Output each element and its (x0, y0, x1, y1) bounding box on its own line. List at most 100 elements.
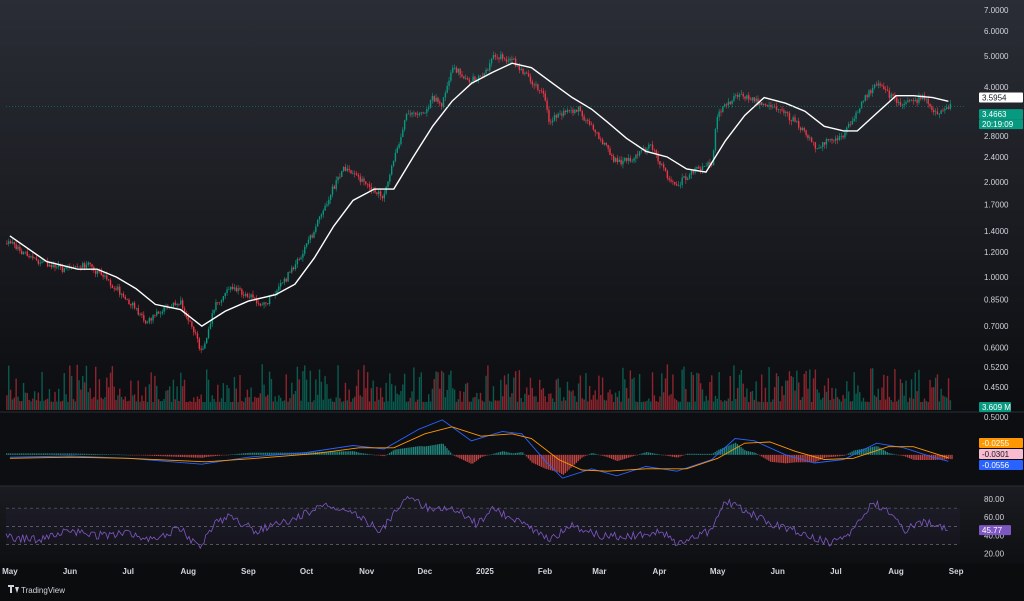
candle-body (648, 144, 650, 149)
volume-bar (731, 400, 733, 410)
macd-histogram-bar (879, 447, 881, 455)
candle-body (685, 176, 687, 180)
volume-bar (794, 390, 796, 410)
volume-bar (546, 401, 548, 410)
candle-body (816, 148, 818, 149)
volume-bar (555, 379, 558, 410)
volume-bar (89, 388, 91, 410)
candle-body (714, 128, 717, 151)
volume-bar (268, 371, 271, 410)
macd-histogram-bar (842, 454, 844, 456)
volume-bar (320, 381, 323, 410)
candle-body (407, 113, 410, 115)
volume-bar (411, 391, 413, 410)
macd-histogram-bar (877, 446, 879, 455)
macd-histogram-bar (947, 454, 949, 460)
volume-bar (576, 401, 578, 410)
volume-bar (942, 395, 944, 410)
macd-histogram-bar (659, 454, 661, 455)
volume-bar (727, 398, 730, 410)
rsi-axis-tick: 80.00 (984, 495, 1005, 504)
macd-histogram-bar (888, 453, 890, 455)
volume-bar (946, 397, 948, 410)
candle-body (267, 303, 269, 305)
macd-histogram-bar (350, 451, 352, 455)
candle-body (468, 79, 471, 83)
candle-body (927, 98, 929, 104)
candle-body (56, 266, 58, 268)
candle-body (864, 95, 866, 101)
candle-body (738, 94, 741, 97)
candle-body (770, 105, 772, 107)
candle-body (226, 289, 228, 294)
macd-histogram-bar (18, 453, 21, 455)
candle-body (233, 287, 236, 289)
candle-body (796, 121, 798, 122)
macd-histogram-bar (390, 451, 393, 455)
volume-bar (705, 395, 707, 410)
macd-histogram-bar (709, 453, 711, 455)
volume-bar (476, 392, 478, 410)
macd-histogram-bar (194, 454, 196, 458)
volume-bar (402, 384, 404, 410)
macd-histogram-bar (102, 454, 104, 455)
candle-body (294, 264, 297, 270)
candle-body (914, 99, 916, 102)
macd-histogram-bar (736, 444, 739, 455)
volume-bar (285, 374, 287, 410)
volume-bar (511, 393, 513, 410)
macd-histogram-bar (422, 446, 424, 455)
volume-bar (187, 401, 189, 410)
candle-body (220, 300, 223, 303)
candle-body (768, 105, 770, 107)
macd-histogram-bar (385, 454, 387, 456)
candle-body (337, 176, 339, 181)
macd-histogram-bar (300, 452, 302, 455)
candle-body (230, 286, 232, 290)
candle-body (344, 166, 347, 171)
volume-bar (714, 395, 717, 410)
macd-histogram-bar (355, 451, 357, 455)
macd-histogram-bar (666, 454, 668, 456)
candle-body (324, 205, 326, 211)
macd-histogram-bar (211, 454, 213, 457)
volume-bar (498, 400, 500, 410)
volume-bar (613, 401, 615, 410)
volume-bar (883, 374, 885, 410)
macd-histogram-bar (575, 454, 578, 463)
candle-body (22, 252, 25, 255)
volume-bar (692, 375, 694, 410)
volume-bar (106, 377, 108, 410)
volume-bar (137, 380, 139, 410)
volume-bar (563, 397, 565, 410)
macd-histogram-bar (657, 454, 659, 455)
macd-histogram-bar (775, 454, 777, 463)
candle-body (305, 243, 308, 247)
volume-bar (37, 392, 40, 410)
volume-bar (193, 397, 195, 410)
macd-histogram-bar (459, 454, 461, 459)
volume-bar (847, 391, 850, 410)
candle-body (106, 275, 108, 280)
candle-body (551, 120, 554, 123)
volume-bar (509, 396, 511, 410)
macd-histogram-bar (514, 453, 517, 455)
macd-histogram-bar (63, 453, 65, 455)
macd-histogram-bar (783, 454, 785, 464)
macd-histogram-bar (610, 454, 613, 459)
time-axis-label: Nov (359, 567, 375, 576)
macd-histogram-bar (918, 454, 920, 460)
macd-histogram-bar (943, 454, 946, 460)
volume-bar (502, 396, 504, 410)
macd-histogram-bar (37, 453, 39, 455)
volume-bar (183, 379, 186, 410)
macd-histogram-bar (268, 452, 270, 455)
price-axis-tick: 0.8500 (984, 295, 1009, 304)
macd-histogram-bar (544, 454, 546, 469)
candle-body (764, 104, 767, 105)
candle-body (398, 144, 400, 148)
volume-bar (329, 398, 332, 410)
candle-body (243, 294, 245, 296)
volume-bar (17, 396, 19, 410)
